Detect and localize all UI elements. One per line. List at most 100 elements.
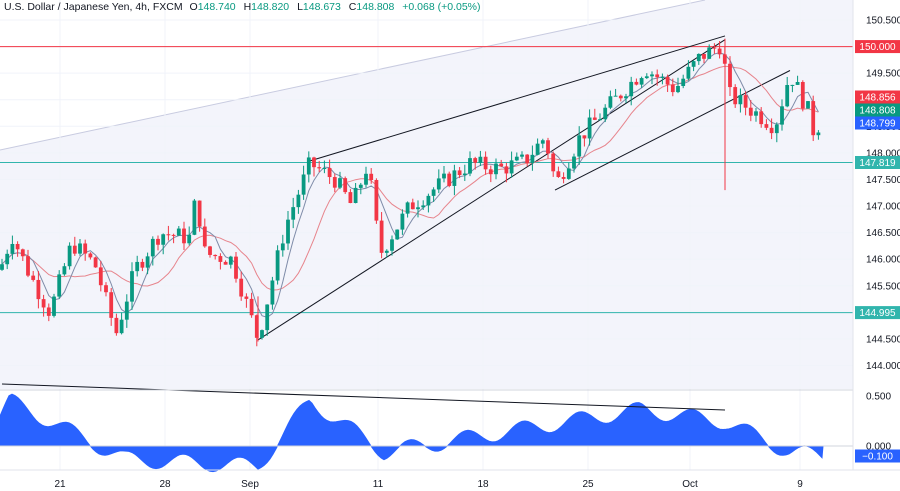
- candle-body: [312, 157, 316, 168]
- change-value: +0.068 (+0.05%): [402, 1, 481, 13]
- candle-body: [514, 156, 519, 161]
- candle-body: [603, 107, 608, 120]
- candle-body: [712, 47, 717, 49]
- candle-body: [254, 315, 259, 338]
- y-tick-label: 144.500: [866, 334, 900, 345]
- candle-body: [618, 95, 623, 99]
- high-label: H: [243, 1, 252, 13]
- y-tick-label: 150.500: [866, 16, 900, 27]
- y-tick-label: 149.500: [866, 69, 900, 80]
- oscillator-layer: [0, 383, 853, 473]
- candle-body: [483, 156, 488, 170]
- candle-body: [150, 238, 155, 257]
- candle-body: [504, 166, 509, 174]
- open-label: O: [189, 1, 198, 13]
- candle-body: [296, 194, 301, 208]
- candle-body: [478, 156, 483, 163]
- price-tag-label: 148.808: [859, 106, 896, 117]
- x-tick-label: Oct: [682, 479, 698, 490]
- price-tag: [855, 90, 900, 104]
- candle-body: [442, 173, 446, 179]
- candle-body: [556, 171, 561, 177]
- candle-body: [369, 173, 374, 181]
- candle-body: [520, 154, 524, 157]
- oscillator-value-tag: [855, 449, 900, 463]
- candle-body: [670, 84, 675, 93]
- candle-body: [306, 157, 311, 175]
- candle-body: [436, 178, 441, 190]
- candle-body: [161, 234, 166, 245]
- oscillator-area: [0, 393, 824, 473]
- candle-body: [176, 228, 181, 236]
- candle-body: [192, 200, 197, 235]
- y-tick-label: 146.500: [866, 228, 900, 239]
- candle-body: [338, 178, 342, 188]
- candle-body: [348, 192, 353, 204]
- candle-body: [31, 275, 36, 280]
- candle-body: [806, 101, 810, 109]
- candle-body: [260, 330, 264, 338]
- candle-body: [332, 177, 337, 188]
- candle-body: [764, 124, 769, 128]
- candle-body: [702, 53, 706, 59]
- candle-body: [374, 180, 379, 221]
- candle-body: [644, 76, 649, 79]
- candle-body: [691, 61, 696, 67]
- candle-body: [390, 239, 394, 251]
- candle-body: [696, 53, 701, 62]
- candle-body: [676, 86, 680, 93]
- candle-body: [410, 202, 415, 210]
- symbol-title: U.S. Dollar / Japanese Yen, 4h, FXCM: [4, 1, 183, 13]
- candle-body: [322, 168, 327, 170]
- candle-body: [535, 143, 540, 155]
- candle-body: [785, 84, 790, 107]
- candle-body: [405, 202, 410, 214]
- candle-body: [171, 234, 176, 236]
- candle-body: [265, 304, 270, 331]
- level-tag: [855, 306, 900, 320]
- candle-body: [686, 66, 691, 79]
- candle-body: [613, 95, 618, 97]
- y-tick-label: 148.000: [866, 148, 900, 159]
- candle-body: [280, 243, 285, 251]
- candle-body: [239, 278, 244, 297]
- x-tick-label: 9: [797, 479, 803, 490]
- y-tick-label: 144.000: [866, 361, 900, 372]
- candle-body: [816, 132, 821, 136]
- candle-body: [57, 274, 62, 297]
- candle-body: [447, 173, 452, 186]
- candle-body: [228, 256, 233, 265]
- candle-body: [629, 81, 634, 97]
- candle-body: [608, 96, 613, 108]
- candle-body: [46, 307, 51, 316]
- candle-body: [525, 154, 530, 163]
- candle-body: [166, 234, 171, 236]
- candle-body: [457, 170, 462, 176]
- candle-body: [83, 243, 88, 254]
- candle-body: [98, 267, 103, 286]
- trendline: [309, 35, 726, 162]
- candle-body: [566, 168, 571, 179]
- candle-body: [208, 246, 212, 255]
- candle-body: [426, 195, 431, 206]
- close-label: C: [348, 1, 357, 13]
- candle-body: [140, 261, 145, 268]
- oscillator-trendline: [1, 383, 726, 411]
- price-tag-layer: 150.000 147.819 144.995 148.856 148.808 148.7…: [855, 40, 900, 463]
- candle-body: [748, 107, 753, 116]
- trendline: [554, 70, 791, 191]
- candle-body: [660, 76, 665, 78]
- candle-body: [379, 220, 384, 253]
- x-tick-label: 28: [159, 479, 171, 490]
- candle-body: [119, 319, 124, 334]
- y-tick-label: 146.000: [866, 255, 900, 266]
- candle-body: [0, 264, 4, 270]
- candle-body: [624, 96, 628, 99]
- candle-body: [800, 81, 805, 109]
- candle-body: [561, 176, 566, 179]
- candle-body: [156, 238, 160, 245]
- y-tick-label: 145.500: [866, 281, 900, 292]
- candle-body: [811, 101, 816, 136]
- candle-body: [743, 95, 748, 108]
